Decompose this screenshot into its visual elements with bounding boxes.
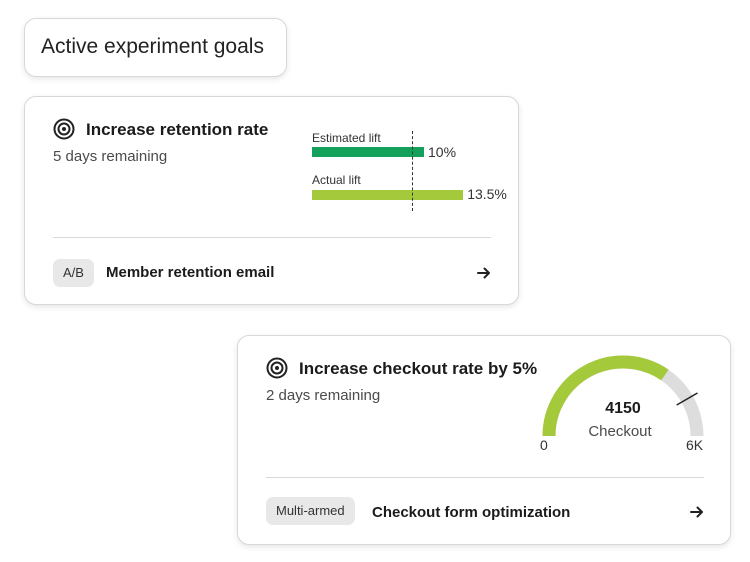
gauge-label: Checkout <box>588 423 652 440</box>
header-card: Active experiment goals <box>24 18 287 77</box>
goal-remaining: 5 days remaining <box>53 148 168 165</box>
estimated-lift-value: 10% <box>428 144 457 160</box>
goal-card-retention[interactable]: Increase retention rate 5 days remaining… <box>24 96 519 305</box>
gauge-min-label: 0 <box>540 437 548 453</box>
gauge-max-label: 6K <box>686 437 704 453</box>
checkout-gauge <box>542 355 704 437</box>
estimated-lift-bar <box>312 147 424 157</box>
gauge-value: 4150 <box>605 400 641 417</box>
goal-remaining: 2 days remaining <box>266 387 381 404</box>
divider <box>53 237 491 238</box>
goal-title: Increase checkout rate by 5% <box>299 359 538 378</box>
experiment-type-badge: A/B <box>53 259 94 287</box>
experiment-type-badge: Multi-armed <box>266 497 355 525</box>
gauge-target-marker <box>676 392 698 406</box>
estimated-lift-marker <box>412 131 413 211</box>
estimated-lift-label: Estimated lift <box>312 131 381 145</box>
actual-lift-value: 13.5% <box>467 186 507 202</box>
experiment-name[interactable]: Member retention email <box>106 264 275 281</box>
goal-title: Increase retention rate <box>86 120 269 139</box>
experiment-name[interactable]: Checkout form optimization <box>372 504 571 521</box>
actual-lift-label: Actual lift <box>312 173 361 187</box>
target-icon <box>266 357 288 379</box>
goal-card-checkout[interactable]: Increase checkout rate by 5% 2 days rema… <box>237 335 731 545</box>
arrow-right-icon[interactable] <box>477 267 491 279</box>
actual-lift-bar <box>312 190 464 200</box>
arrow-right-icon[interactable] <box>690 506 704 518</box>
divider <box>266 477 704 478</box>
page-title: Active experiment goals <box>41 35 264 58</box>
target-icon <box>53 118 75 140</box>
gauge-fill <box>542 355 669 437</box>
